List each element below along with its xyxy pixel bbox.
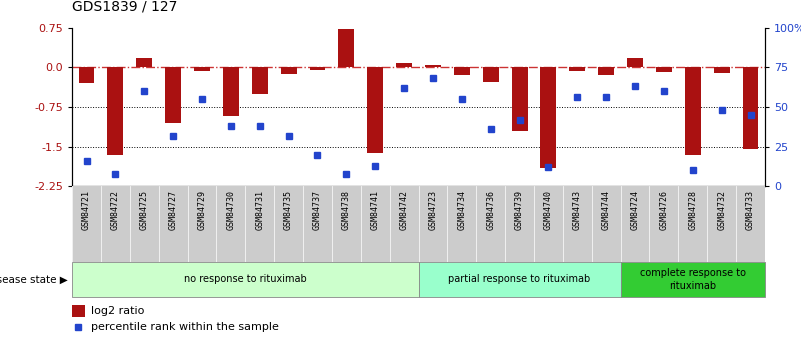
Bar [368, 67, 383, 153]
Text: GSM84740: GSM84740 [544, 190, 553, 230]
Bar [252, 67, 268, 94]
Bar [72, 186, 765, 262]
Text: GDS1839 / 127: GDS1839 / 127 [72, 0, 178, 14]
Bar [714, 67, 730, 72]
Text: GSM84722: GSM84722 [111, 190, 120, 230]
Text: GSM84730: GSM84730 [227, 190, 235, 230]
Text: disease state ▶: disease state ▶ [0, 275, 68, 284]
Bar [280, 67, 296, 73]
Text: GSM84735: GSM84735 [284, 190, 293, 230]
Text: GSM84741: GSM84741 [371, 190, 380, 230]
Bar [627, 58, 643, 67]
FancyBboxPatch shape [72, 262, 418, 297]
Bar [541, 67, 557, 168]
Text: GSM84732: GSM84732 [717, 190, 727, 230]
Text: GSM84731: GSM84731 [256, 190, 264, 230]
Bar [396, 63, 412, 67]
Text: GSM84744: GSM84744 [602, 190, 610, 230]
Text: complete response to
rituximab: complete response to rituximab [640, 268, 746, 290]
Text: GSM84736: GSM84736 [486, 190, 495, 230]
Bar [165, 67, 181, 123]
FancyBboxPatch shape [621, 262, 765, 297]
Bar [78, 67, 95, 83]
Text: GSM84725: GSM84725 [139, 190, 149, 230]
Bar [656, 67, 672, 71]
Bar [338, 29, 354, 67]
Text: GSM84723: GSM84723 [429, 190, 437, 230]
Text: GSM84737: GSM84737 [313, 190, 322, 230]
FancyBboxPatch shape [418, 262, 621, 297]
Text: log2 ratio: log2 ratio [91, 306, 145, 315]
Bar [136, 58, 152, 67]
Text: GSM84727: GSM84727 [169, 190, 178, 230]
Text: GSM84724: GSM84724 [630, 190, 639, 230]
Bar [194, 67, 210, 71]
Text: GSM84742: GSM84742 [400, 190, 409, 230]
Bar [454, 67, 469, 75]
Text: GSM84739: GSM84739 [515, 190, 524, 230]
Bar [309, 67, 325, 70]
Text: GSM84733: GSM84733 [746, 190, 755, 230]
Text: GSM84738: GSM84738 [342, 190, 351, 230]
Text: percentile rank within the sample: percentile rank within the sample [91, 322, 280, 332]
Text: GSM84726: GSM84726 [659, 190, 668, 230]
Text: no response to rituximab: no response to rituximab [184, 275, 307, 284]
Bar [685, 67, 701, 155]
Bar [570, 67, 586, 71]
Bar [72, 305, 85, 317]
Text: GSM84743: GSM84743 [573, 190, 582, 230]
Bar [512, 67, 528, 131]
Text: GSM84728: GSM84728 [688, 190, 698, 230]
Text: GSM84721: GSM84721 [82, 190, 91, 230]
Bar [743, 67, 759, 149]
Bar [223, 67, 239, 116]
Bar [107, 67, 123, 155]
Bar [483, 67, 499, 82]
Bar [598, 67, 614, 75]
Text: GSM84734: GSM84734 [457, 190, 466, 230]
Text: GSM84729: GSM84729 [198, 190, 207, 230]
Text: partial response to rituximab: partial response to rituximab [449, 275, 590, 284]
Bar [425, 65, 441, 67]
